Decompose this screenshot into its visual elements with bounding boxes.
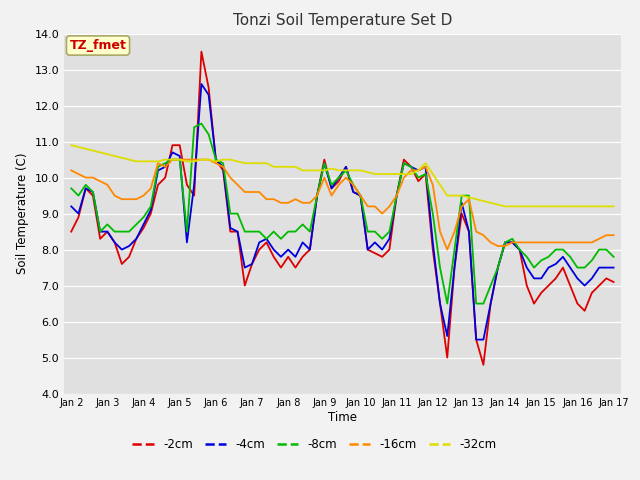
Y-axis label: Soil Temperature (C): Soil Temperature (C) [16, 153, 29, 275]
Title: Tonzi Soil Temperature Set D: Tonzi Soil Temperature Set D [233, 13, 452, 28]
X-axis label: Time: Time [328, 411, 357, 424]
Legend: -2cm, -4cm, -8cm, -16cm, -32cm: -2cm, -4cm, -8cm, -16cm, -32cm [128, 433, 501, 456]
Text: TZ_fmet: TZ_fmet [70, 39, 127, 52]
